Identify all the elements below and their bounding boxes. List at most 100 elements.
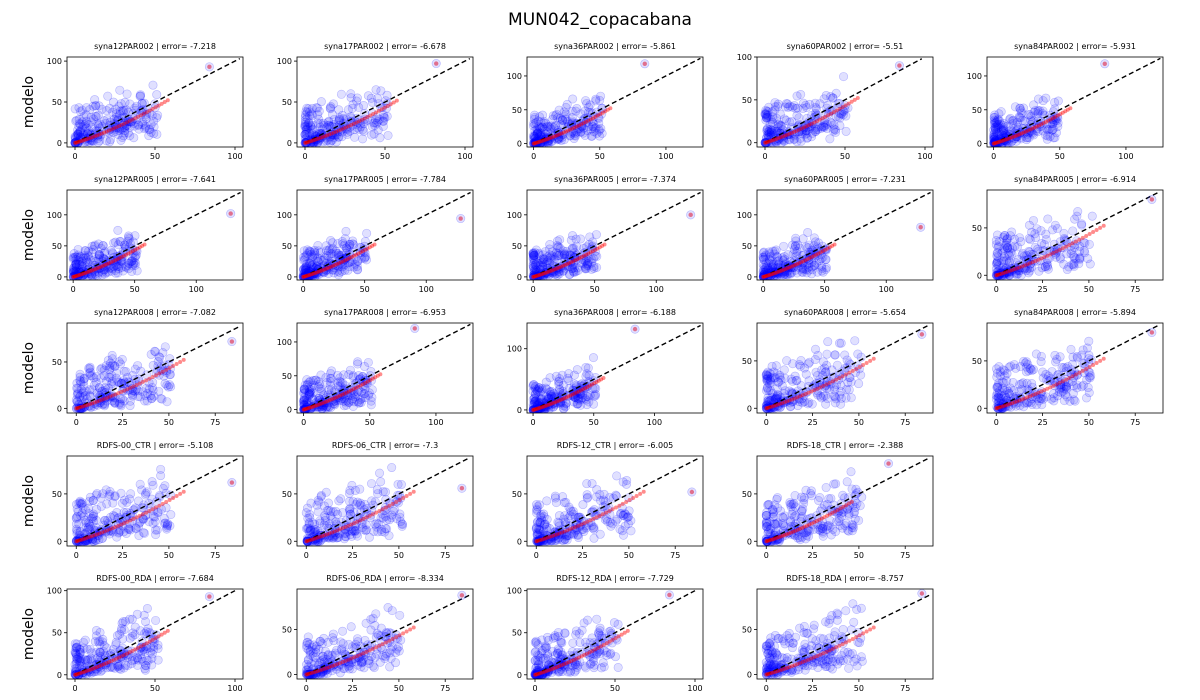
plot-area <box>528 324 701 413</box>
quantile-point <box>551 134 556 139</box>
scatter-point <box>572 263 582 273</box>
quantile-point <box>579 122 584 127</box>
quantile-point <box>534 140 539 145</box>
scatter-point <box>584 107 594 117</box>
scatter-point <box>328 99 338 109</box>
y-tick-label: 100 <box>967 72 982 81</box>
y-axis-label: modelo <box>21 209 37 261</box>
scatter-point <box>1048 124 1058 134</box>
scatter-point <box>105 125 115 135</box>
scatter-point <box>828 126 838 136</box>
scatter-point <box>129 257 139 267</box>
scatter-point <box>779 114 789 124</box>
scatter-point <box>114 264 124 274</box>
quantile-point <box>362 116 367 121</box>
scatter-point <box>321 241 331 251</box>
scatter-point <box>105 103 115 113</box>
quantile-point <box>1077 237 1082 242</box>
scatter-point <box>577 122 587 132</box>
scatter-point <box>792 246 802 256</box>
scatter-point <box>554 377 564 387</box>
scatter-point <box>1033 109 1043 119</box>
scatter-point <box>800 264 810 274</box>
scatter-point <box>125 117 135 127</box>
scatter-point <box>583 261 593 271</box>
scatter-point <box>165 369 175 379</box>
quantile-point <box>388 102 393 107</box>
scatter-point <box>69 249 79 259</box>
quantile-point <box>586 118 591 123</box>
quantile-point <box>568 127 573 132</box>
scatter-point <box>345 122 355 132</box>
scatter-point <box>540 259 550 269</box>
quantile-point <box>812 120 817 125</box>
scatter-point <box>997 130 1007 140</box>
scatter-point <box>333 249 343 259</box>
scatter-point <box>1022 129 1032 139</box>
quantile-point <box>852 97 857 102</box>
x-tick-label: 100 <box>879 285 894 294</box>
scatter-point <box>314 114 324 124</box>
scatter-point <box>87 123 97 133</box>
scatter-point <box>107 264 117 274</box>
scatter-point <box>120 97 130 107</box>
scatter-point <box>116 135 126 145</box>
scatter-point <box>531 396 541 406</box>
scatter-point <box>104 120 114 130</box>
scatter-point <box>72 252 82 262</box>
scatter-point <box>584 240 594 250</box>
scatter-point <box>560 250 570 260</box>
quantile-point <box>128 250 133 255</box>
scatter-point <box>545 240 555 250</box>
scatter-point <box>576 127 586 137</box>
scatter-point <box>118 123 128 133</box>
quantile-point <box>137 245 142 250</box>
scatter-point <box>312 256 322 266</box>
quantile-point <box>104 129 109 134</box>
scatter-point <box>567 112 577 122</box>
scatter-point <box>1047 115 1057 125</box>
scatter-point <box>588 122 598 132</box>
scatter-point <box>835 99 845 109</box>
y-tick-label: 100 <box>737 211 752 220</box>
quantile-point <box>581 121 586 126</box>
quantile-point <box>138 113 143 118</box>
scatter-point <box>356 122 366 132</box>
scatter-point <box>1053 113 1063 123</box>
scatter-point <box>803 133 813 143</box>
scatter-point <box>125 131 135 141</box>
scatter-point <box>789 131 799 141</box>
scatter-point <box>73 244 83 254</box>
scatter-point <box>135 479 145 489</box>
quantile-point <box>354 120 359 125</box>
scatter-point <box>808 118 818 128</box>
scatter-point <box>345 239 355 249</box>
scatter-point <box>530 119 540 129</box>
scatter-point <box>75 260 85 270</box>
scatter-point <box>552 236 562 246</box>
scatter-point <box>811 344 821 354</box>
scatter-point <box>548 111 558 121</box>
x-tick-label: 50 <box>360 285 370 294</box>
quantile-point <box>351 121 356 126</box>
scatter-point <box>630 324 640 334</box>
scatter-point <box>125 246 135 256</box>
x-tick-label: 25 <box>807 418 817 427</box>
scatter-point <box>112 262 122 272</box>
identity-line <box>302 191 471 278</box>
scatter-point <box>118 120 128 130</box>
scatter-point <box>991 117 1001 127</box>
quantile-point <box>391 100 396 105</box>
scatter-point <box>302 107 312 117</box>
scatter-point <box>550 133 560 143</box>
quantile-point <box>354 252 359 257</box>
scatter-point <box>804 122 814 132</box>
scatter-point <box>91 111 101 121</box>
scatter-point <box>807 269 817 279</box>
scatter-point <box>538 253 548 263</box>
scatter-point <box>87 271 97 280</box>
scatter-point <box>337 262 347 272</box>
scatter-point <box>1032 124 1042 134</box>
scatter-point <box>763 263 773 273</box>
plot-area <box>301 457 470 546</box>
